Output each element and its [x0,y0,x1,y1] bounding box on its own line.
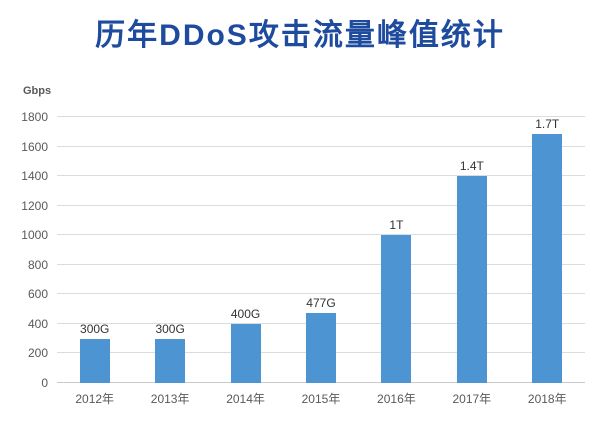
x-axis-label: 2018年 [527,392,567,406]
x-axis-label: 2014年 [226,392,265,406]
bar-slot-2013年: 300G [132,117,207,383]
y-tick-label: 1000 [21,228,48,242]
y-tick-label: 200 [27,346,48,360]
bars-row: 300G 300G 400G 477G 1T 1.4T 1.7T [57,117,585,383]
gridline [57,234,585,235]
y-tick-label: 1400 [21,169,48,183]
y-axis-ticks: 0 200 400 600 800 1000 1200 1400 1600 1800 [0,110,48,390]
bar-2016年 [381,235,412,383]
gridline [57,205,585,206]
x-axis-label: 2016年 [377,392,416,406]
gridline [57,175,585,176]
gridline [57,116,585,117]
bar-value-label: 400G [230,307,261,321]
bar-value-label: 300G [80,322,110,336]
plot-area: 300G 300G 400G 477G 1T 1.4T 1.7T [57,116,585,383]
bar-slot-2018年: 1.7T [510,117,585,383]
chart-title: 历年DDoS攻击流量峰值统计 [95,19,505,52]
bar-value-label: 300G [155,322,185,336]
gridline [57,146,585,147]
x-axis-label: 2017年 [452,392,492,406]
bar-2018年 [532,134,563,383]
y-tick-label: 600 [27,287,48,301]
bar-slot-2014年: 400G [208,117,283,383]
y-tick-label: 1800 [21,110,48,124]
bar-value-label: 1.4T [459,159,484,173]
y-tick-label: 1600 [21,140,48,154]
y-tick-label: 400 [27,317,48,331]
bar-2015年 [305,313,336,383]
bar-slot-2012年: 300G [57,117,132,383]
x-axis-label: 2013年 [150,392,190,406]
y-tick-label: 0 [41,376,48,390]
y-axis-unit-label: Gbps [23,85,52,97]
y-tick-label: 800 [27,258,48,272]
bar-value-label: 1.7T [535,117,560,131]
y-tick-label: 1200 [21,199,48,213]
bar-2013年 [155,339,186,383]
bar-slot-2016年: 1T [359,117,434,383]
bar-value-label: 1T [389,218,404,232]
x-axis-label: 2012年 [75,392,115,406]
gridline [57,293,585,294]
bar-slot-2015年: 477G [283,117,358,383]
bar-2014年 [230,324,261,383]
bar-slot-2017年: 1.4T [434,117,509,383]
bar-2017年 [456,176,487,383]
x-axis-labels: 2012年 2013年 2014年 2015年 2016年 2017年 2018年 [57,390,585,407]
bar-value-label: 477G [306,296,336,310]
bar-2012年 [79,339,110,383]
x-axis-label: 2015年 [301,392,341,406]
gridline [57,264,585,265]
